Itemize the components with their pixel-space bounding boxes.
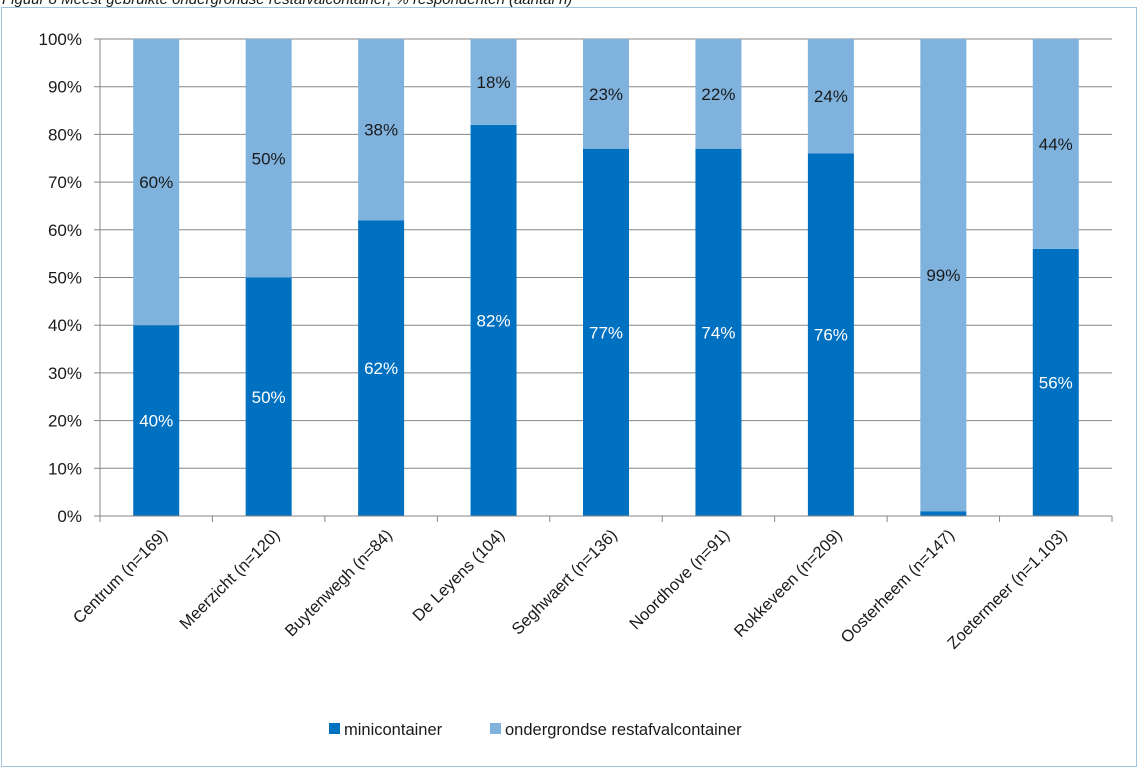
data-label-ondergrondse-restafvalcontainer: 44% xyxy=(1039,135,1073,154)
bar-minicontainer-oosterheem-n-147 xyxy=(920,511,967,516)
bar-minicontainer-de-leyens-104 xyxy=(470,124,517,517)
bar-ondergrondse-restafvalcontainer-de-leyens-104 xyxy=(470,39,517,125)
data-label-ondergrondse-restafvalcontainer: 99% xyxy=(926,266,960,285)
data-label-ondergrondse-restafvalcontainer: 18% xyxy=(477,73,511,92)
bar-ondergrondse-restafvalcontainer-buytenwegh-n-84 xyxy=(358,39,405,221)
legend-swatch-minicontainer xyxy=(329,723,340,734)
bar-minicontainer-seghwaert-n-136 xyxy=(583,148,629,516)
data-label-minicontainer: 74% xyxy=(701,323,735,342)
bar-ondergrondse-restafvalcontainer-centrum-n-169 xyxy=(133,39,180,326)
x-category-label: Centrum (n=169) xyxy=(70,526,171,627)
y-tick-label: 90% xyxy=(48,78,82,97)
x-category-label: De Leyens (104) xyxy=(409,526,508,625)
y-tick-label: 0% xyxy=(57,507,82,526)
x-category-label: Zoetermeer (n=1.103) xyxy=(944,526,1071,653)
data-label-ondergrondse-restafvalcontainer: 22% xyxy=(701,85,735,104)
legend-swatch-ondergrondse-restafvalcontainer xyxy=(490,723,501,734)
bar-minicontainer-centrum-n-169 xyxy=(133,325,180,516)
x-category-label: Buytenwegh (n=84) xyxy=(282,526,396,640)
bar-minicontainer-rokkeveen-n-209 xyxy=(807,153,854,517)
bar-ondergrondse-restafvalcontainer-seghwaert-n-136 xyxy=(583,39,629,149)
data-label-minicontainer: 76% xyxy=(814,326,848,345)
y-tick-label: 40% xyxy=(48,316,82,335)
legend-label-minicontainer: minicontainer xyxy=(344,721,443,739)
y-tick-label: 70% xyxy=(48,173,82,192)
data-labels: 40% 60% 50% 50% 62% 38% 82% 18% 77% 23% 74% 22% 76% 2… xyxy=(139,73,1073,431)
x-category-label: Rokkeveen (n=209) xyxy=(731,526,846,641)
x-category-label: Seghwaert (n=136) xyxy=(509,526,621,638)
data-label-ondergrondse-restafvalcontainer: 24% xyxy=(814,87,848,106)
y-tick-label: 20% xyxy=(48,412,82,431)
figure-caption: Figuur 8 Meest gebruikte ondergrondse re… xyxy=(2,0,572,8)
bar-minicontainer-noordhove-n-91 xyxy=(695,148,742,516)
bar-ondergrondse-restafvalcontainer-rokkeveen-n-209 xyxy=(807,39,854,154)
data-label-minicontainer: 56% xyxy=(1039,373,1073,392)
data-label-minicontainer: 77% xyxy=(589,323,623,342)
x-category-label: Noordhove (n=91) xyxy=(626,526,733,633)
bar-ondergrondse-restafvalcontainer-oosterheem-n-147 xyxy=(920,39,967,512)
x-category-label: Oosterheem (n=147) xyxy=(837,526,958,647)
y-axis-tick-labels: 0% 10% 20% 30% 40% 50% 60% 70% 80% 90% 100% xyxy=(39,30,82,526)
bar-minicontainer-buytenwegh-n-84 xyxy=(358,220,405,516)
data-label-ondergrondse-restafvalcontainer: 50% xyxy=(252,149,286,168)
bar-minicontainer-zoetermeer-n-1-103 xyxy=(1032,248,1079,516)
legend-label-ondergrondse-restafvalcontainer: ondergrondse restafvalcontainer xyxy=(505,721,742,739)
bar-ondergrondse-restafvalcontainer-zoetermeer-n-1-103 xyxy=(1032,39,1079,249)
data-label-ondergrondse-restafvalcontainer: 23% xyxy=(589,85,623,104)
bars xyxy=(133,39,1079,517)
x-axis-category-labels: Centrum (n=169) Meerzicht (n=120)Buytenwe… xyxy=(70,526,1071,653)
data-label-minicontainer: 40% xyxy=(139,412,173,431)
axes xyxy=(94,38,1113,522)
y-tick-label: 50% xyxy=(48,269,82,288)
y-tick-label: 100% xyxy=(39,30,82,49)
data-label-minicontainer: 82% xyxy=(477,311,511,330)
legend: minicontainer ondergrondse restafvalcont… xyxy=(329,721,742,739)
bar-ondergrondse-restafvalcontainer-noordhove-n-91 xyxy=(695,39,742,149)
bar-minicontainer-meerzicht-n-120 xyxy=(245,277,292,516)
data-label-minicontainer: 62% xyxy=(364,359,398,378)
y-tick-label: 10% xyxy=(48,459,82,478)
y-tick-label: 30% xyxy=(48,364,82,383)
data-label-ondergrondse-restafvalcontainer: 60% xyxy=(139,173,173,192)
data-label-ondergrondse-restafvalcontainer: 38% xyxy=(364,121,398,140)
y-tick-label: 80% xyxy=(48,125,82,144)
bar-ondergrondse-restafvalcontainer-meerzicht-n-120 xyxy=(245,39,292,278)
data-label-minicontainer: 50% xyxy=(252,388,286,407)
y-tick-label: 60% xyxy=(48,221,82,240)
x-category-label: Meerzicht (n=120) xyxy=(176,526,283,633)
